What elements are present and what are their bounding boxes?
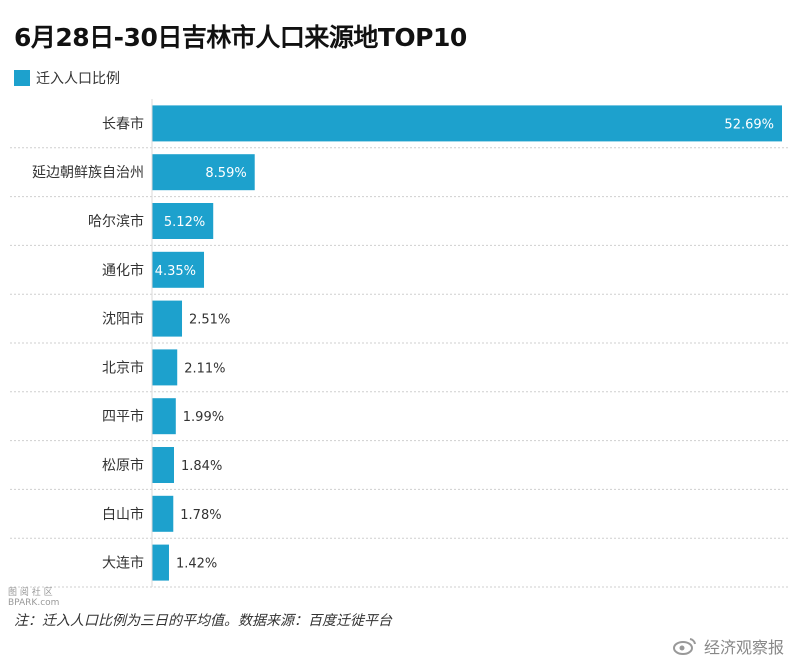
data-label: 1.42% [176, 557, 217, 572]
legend-label: 迁入人口比例 [36, 71, 120, 87]
bar [152, 447, 175, 483]
bar [152, 495, 174, 532]
source-note: 注：迁入人口比例为三日的平均值。数据来源：百度迁徙平台 [14, 613, 392, 629]
watermark-left-line1: 图 阅 社 区 [8, 588, 53, 598]
legend-swatch [14, 70, 30, 86]
data-label: 5.12% [164, 215, 205, 230]
bar [152, 105, 782, 142]
bar [152, 300, 183, 337]
category-label: 四平市 [102, 408, 144, 425]
weibo-icon [672, 638, 696, 655]
data-label: 52.69% [724, 117, 774, 132]
bar [152, 203, 214, 239]
category-label: 长春市 [102, 115, 144, 132]
category-label: 大连市 [102, 555, 144, 572]
category-label: 延边朝鲜族自治州 [32, 165, 144, 181]
data-label: 4.35% [155, 264, 196, 279]
category-label: 松原市 [102, 457, 144, 474]
legend: 迁入人口比例 [14, 68, 120, 88]
bar [152, 251, 205, 288]
data-label: 8.59% [205, 166, 246, 181]
watermark-right-label: 经济观察报 [703, 638, 784, 657]
bar [152, 349, 178, 386]
category-label: 沈阳市 [102, 311, 144, 328]
bar [152, 154, 255, 191]
data-label: 2.51% [189, 313, 230, 328]
category-label: 北京市 [102, 359, 144, 376]
watermark-left-line2: BPARK.com [8, 598, 60, 608]
watermark-right: 经济观察报 [672, 634, 784, 658]
data-label: 1.99% [183, 410, 224, 425]
watermark-left: 图 阅 社 区 BPARK.com [8, 588, 59, 608]
category-label: 通化市 [102, 262, 144, 279]
bar [152, 544, 169, 581]
data-label: 1.78% [180, 508, 221, 523]
category-label: 哈尔滨市 [88, 213, 144, 230]
chart-title: 6月28日-30日吉林市人口来源地TOP10 [14, 23, 467, 52]
data-label: 1.84% [181, 459, 222, 474]
bar [152, 398, 176, 435]
category-label: 白山市 [102, 506, 144, 523]
data-label: 2.11% [184, 361, 225, 376]
